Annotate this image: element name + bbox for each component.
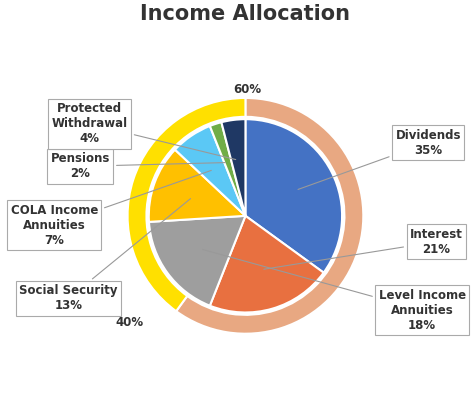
Text: COLA Income
Annuities
7%: COLA Income Annuities 7% [11,170,211,247]
Text: Level Income
Annuities
18%: Level Income Annuities 18% [203,249,466,332]
Wedge shape [221,119,246,216]
Text: Dividends
35%: Dividends 35% [298,129,461,190]
Wedge shape [176,98,363,334]
Text: Pensions
2%: Pensions 2% [51,152,225,180]
Text: 60%: 60% [234,83,262,96]
Text: Interest
21%: Interest 21% [264,228,463,269]
Title: Income Allocation: Income Allocation [140,4,350,24]
Wedge shape [149,216,246,306]
Wedge shape [149,150,246,222]
Text: 40%: 40% [116,316,144,329]
Text: Social Security
13%: Social Security 13% [19,199,191,312]
Wedge shape [210,216,324,312]
Wedge shape [175,126,246,216]
Wedge shape [246,119,342,273]
Wedge shape [128,98,246,311]
Text: Protected
Withdrawal
4%: Protected Withdrawal 4% [52,103,236,160]
Wedge shape [210,122,246,216]
